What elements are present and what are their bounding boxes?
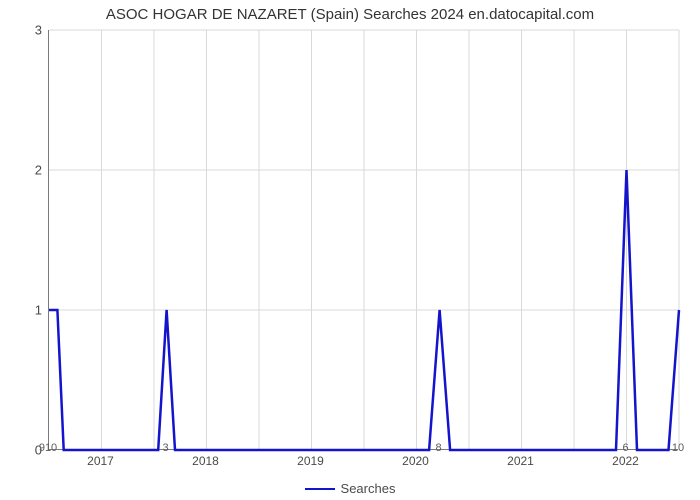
legend-line [305,488,335,490]
legend: Searches [0,477,700,497]
x-tick-label: 2019 [297,454,324,468]
series-svg [49,30,678,449]
x-tick-label: 2017 [87,454,114,468]
legend-label: Searches [341,481,396,496]
plot-area [48,30,678,450]
point-value-label: 910 [39,442,57,454]
point-value-label: 6 [622,442,628,454]
point-value-label: 8 [436,442,442,454]
x-tick-label: 2021 [507,454,534,468]
x-tick-label: 2022 [612,454,639,468]
chart-container: ASOC HOGAR DE NAZARET (Spain) Searches 2… [0,0,700,500]
y-tick-label: 1 [12,303,42,318]
y-tick-label: 2 [12,163,42,178]
y-tick-label: 0 [12,443,42,458]
x-tick-label: 2020 [402,454,429,468]
x-tick-label: 2018 [192,454,219,468]
point-value-label: 3 [163,442,169,454]
point-value-label: 10 [672,442,684,454]
y-tick-label: 3 [12,23,42,38]
chart-title: ASOC HOGAR DE NAZARET (Spain) Searches 2… [0,6,700,23]
